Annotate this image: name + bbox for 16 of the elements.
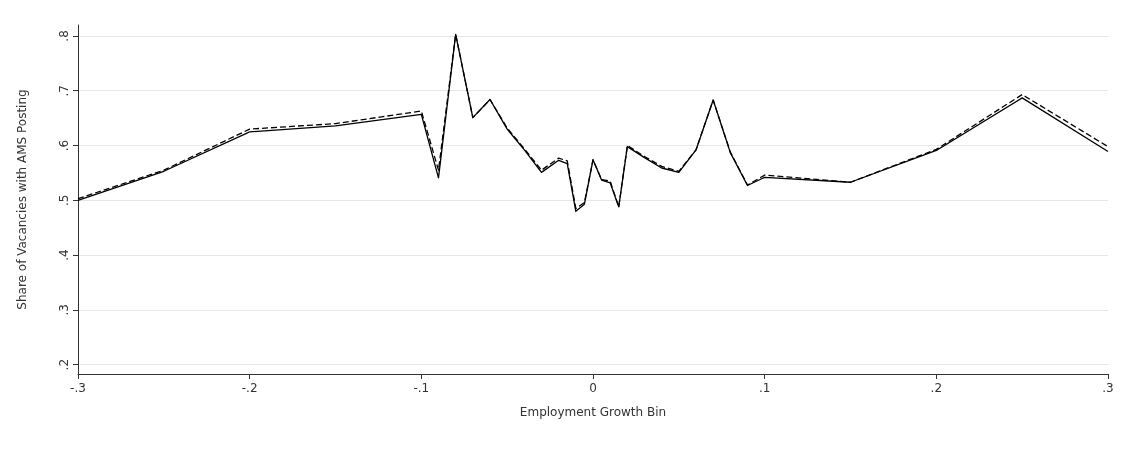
y-tick-label: .6 bbox=[57, 139, 71, 152]
y-tick-label: .7 bbox=[57, 85, 71, 97]
y-tick-label: .8 bbox=[57, 30, 71, 42]
x-tick-label: .2 bbox=[930, 381, 943, 395]
x-tick-label: .3 bbox=[1102, 381, 1114, 395]
y-tick-label: .5 bbox=[57, 194, 71, 207]
y-tick-label: .4 bbox=[57, 249, 71, 261]
x-tick-label: -.2 bbox=[241, 381, 258, 395]
x-tick-label: .1 bbox=[758, 381, 771, 395]
x-tick-label: 0 bbox=[589, 381, 597, 395]
x-tick-label: -.1 bbox=[413, 381, 430, 395]
y-tick-label: .2 bbox=[57, 358, 71, 371]
y-axis-title: Share of Vacancies with AMS Posting bbox=[15, 89, 29, 310]
x-tick-label: -.3 bbox=[70, 381, 86, 395]
y-tick-label: .3 bbox=[57, 304, 71, 316]
x-axis-title: Employment Growth Bin bbox=[519, 405, 667, 419]
